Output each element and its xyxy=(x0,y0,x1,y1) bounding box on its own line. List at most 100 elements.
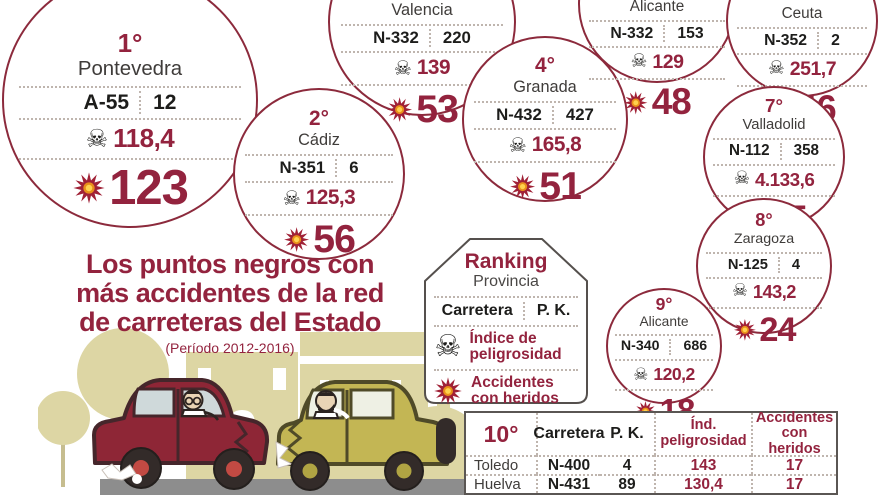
province-circle-2: 2° Cádiz N-351 6 ☠ 125,3 56 xyxy=(233,88,405,260)
divider xyxy=(473,128,617,131)
skull-icon: ☠ xyxy=(85,123,109,153)
pk-value: 220 xyxy=(428,28,471,48)
province-circle-5: Alicante N-332 153 ☠ 129 48 xyxy=(578,0,736,120)
legend-danger-label: Índice de peligrosidad xyxy=(469,330,562,364)
accidents-row: 123 xyxy=(72,163,189,213)
danger-index-value: 139 xyxy=(416,56,451,80)
table-row-pk: 89 xyxy=(600,474,654,493)
accidents-value: 53 xyxy=(416,88,459,132)
divider xyxy=(19,157,241,160)
skull-icon: ☠ xyxy=(434,329,462,365)
legend-title: Ranking xyxy=(464,250,548,273)
accidents-value: 24 xyxy=(759,310,796,349)
danger-index-value: 120,2 xyxy=(653,363,695,384)
danger-row: ☠ 118,4 xyxy=(86,123,175,154)
road-name: N-112 xyxy=(728,141,770,159)
pk-value: 358 xyxy=(779,142,819,160)
burst-icon xyxy=(510,174,536,200)
divider xyxy=(245,214,393,217)
legend-danger-row: ☠ Índice de peligrosidad xyxy=(422,331,590,364)
rank-label: 1° xyxy=(117,28,143,58)
olive-car xyxy=(275,380,456,491)
province-name: Granada xyxy=(513,77,577,96)
divider xyxy=(736,26,868,29)
road-pk-row: N-352 2 xyxy=(764,31,840,49)
province-name: Valencia xyxy=(391,1,453,19)
province-name: Cádiz xyxy=(298,130,340,149)
divider xyxy=(589,45,725,48)
divider xyxy=(736,52,868,55)
pk-value: 2 xyxy=(817,31,840,49)
skull-icon: ☠ xyxy=(630,51,648,73)
rank-label: 7° xyxy=(764,95,784,116)
rank-label: 4° xyxy=(535,54,555,77)
divider xyxy=(589,19,725,22)
table-row-road: N-431 xyxy=(536,474,600,493)
road-pk-row: N-332 220 xyxy=(373,28,471,48)
title-period: (Período 2012-2016) xyxy=(165,339,295,356)
divider xyxy=(736,84,868,87)
burst-icon xyxy=(624,90,648,114)
danger-row: ☠ 120,2 xyxy=(633,364,695,385)
legend-box-outline xyxy=(424,238,588,404)
burst-icon xyxy=(733,318,756,341)
road-name: N-352 xyxy=(764,31,808,49)
province-circle-7: 7° Valladolid N-112 358 ☠ 4.133,6 25 xyxy=(703,86,845,235)
danger-row: ☠ 143,2 xyxy=(732,282,796,303)
province-circle-8: 8° Zaragoza N-125 4 ☠ 143,2 24 xyxy=(696,198,832,347)
table-row-accidents: 17 xyxy=(751,455,836,474)
danger-row: ☠ 165,8 xyxy=(508,133,582,158)
divider xyxy=(341,84,503,87)
danger-row: ☠ 129 xyxy=(631,51,684,74)
skull-icon: ☠ xyxy=(733,168,750,190)
road-pk-row: N-340 686 xyxy=(621,339,707,355)
skull-icon: ☠ xyxy=(508,133,527,158)
road-name: N-432 xyxy=(496,104,542,124)
table-header-pk: P. K. xyxy=(610,425,644,442)
skull-icon: ☠ xyxy=(767,58,785,80)
province-circle-9: 9° Alicante N-340 686 ☠ 120,2 18 xyxy=(606,288,722,428)
divider xyxy=(713,194,835,197)
divider xyxy=(589,77,725,80)
divider xyxy=(245,181,393,184)
divider xyxy=(245,153,393,156)
danger-row: ☠ 4.133,6 xyxy=(734,169,815,191)
table-row-accidents: 17 xyxy=(751,474,836,493)
table-row-danger: 130,4 xyxy=(654,474,751,493)
burst-icon xyxy=(73,172,105,204)
skull-icon: ☠ xyxy=(282,186,301,211)
road-name: N-351 xyxy=(279,157,326,177)
province-name: Zaragoza xyxy=(733,231,795,248)
legend-road-label: Carretera xyxy=(441,302,513,320)
table-header-danger: Índ. peligrosidad xyxy=(654,413,751,455)
divider xyxy=(614,334,714,337)
table-rank-label: 10° xyxy=(483,420,519,447)
skull-icon: ☠ xyxy=(633,363,649,384)
province-name: Pontevedra xyxy=(77,58,183,81)
province-name: Ceuta xyxy=(781,5,823,22)
divider xyxy=(433,296,579,299)
province-name: Alicante xyxy=(629,0,685,15)
legend-accidents-row: Accidentes con heridos xyxy=(422,373,590,408)
table-row-province: Huelva xyxy=(466,474,536,493)
divider xyxy=(713,163,835,166)
divider xyxy=(433,368,579,371)
title-line-1: Los puntos negros con xyxy=(85,249,375,279)
divider xyxy=(705,276,823,279)
skull-icon: ☠ xyxy=(732,281,748,302)
legend-accidents-label: Accidentes con heridos xyxy=(471,373,559,407)
province-circle-1: 1° Pontevedra A-55 12 ☠ 118,4 123 xyxy=(2,0,258,228)
legend-province-label: Provincia xyxy=(473,273,539,290)
rank-label: 2° xyxy=(309,107,329,130)
rank-10-table: 10° Carretera P. K. Índ. peligrosidad Ac… xyxy=(464,410,838,495)
table-row-road: N-400 xyxy=(536,455,600,474)
province-name: Alicante xyxy=(639,314,689,330)
divider xyxy=(473,161,617,164)
divider xyxy=(19,85,241,88)
divider xyxy=(19,117,241,120)
table-row-province: Toledo xyxy=(466,455,536,474)
danger-row: ☠ 125,3 xyxy=(282,186,356,211)
road-pk-row: N-432 427 xyxy=(496,104,594,125)
accidents-row: 48 xyxy=(623,83,692,121)
danger-index-value: 4.133,6 xyxy=(754,168,815,190)
